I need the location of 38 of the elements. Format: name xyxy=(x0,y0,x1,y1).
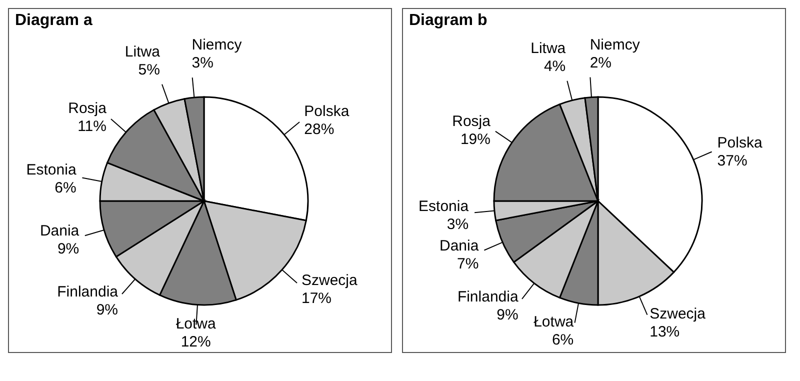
slice-label: Szwecja xyxy=(650,305,706,322)
data-label: 7% xyxy=(457,256,479,273)
slice-label: Niemcy xyxy=(590,36,640,54)
slice-label: Dania xyxy=(439,238,480,255)
data-label: 13% xyxy=(650,323,680,340)
data-label: 9% xyxy=(96,302,118,319)
data-label: 6% xyxy=(54,180,76,197)
slice-label: Łotwa xyxy=(176,316,217,333)
slice-label: Finlandia xyxy=(57,284,119,301)
data-label: 17% xyxy=(302,290,332,307)
data-label: 3% xyxy=(192,54,214,72)
slice-label: Szwecja xyxy=(302,272,358,289)
slice-label: Rosja xyxy=(452,112,492,130)
data-label: 4% xyxy=(544,58,566,76)
data-label: 3% xyxy=(446,216,469,234)
data-label: 19% xyxy=(460,130,490,148)
slice-label: Rosja xyxy=(68,100,108,118)
slice-label: Estonia xyxy=(418,198,470,216)
data-label: 11% xyxy=(78,118,106,136)
slice-label: Łotwa xyxy=(534,314,574,331)
slice-label: Estonia xyxy=(26,162,77,179)
slice-label: Niemcy xyxy=(192,36,242,54)
slice-label: Polska xyxy=(717,134,763,152)
data-label: 9% xyxy=(57,240,80,258)
data-label: 6% xyxy=(552,332,574,349)
data-label: 28% xyxy=(304,121,334,138)
slice-label: Finlandia xyxy=(457,288,519,306)
slice-label: Polska xyxy=(304,103,350,120)
data-label: 12% xyxy=(180,334,211,351)
slice-label: Litwa xyxy=(530,40,566,58)
data-label: 9% xyxy=(496,306,518,324)
slice-label: Dania xyxy=(40,222,80,240)
chart-title: Diagram a xyxy=(15,12,92,30)
data-label: 5% xyxy=(138,62,160,79)
data-label: 2% xyxy=(590,54,612,72)
slice-label: Litwa xyxy=(124,44,161,61)
data-label: 37% xyxy=(717,152,748,170)
chart-title: Diagram b xyxy=(409,12,488,30)
